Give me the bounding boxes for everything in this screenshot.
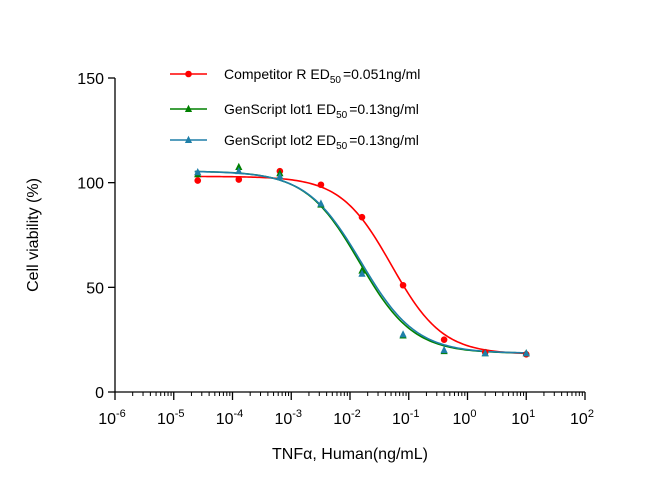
legend-series-name: GenScript lot1 [224,101,313,117]
legend-ed-subscript: 50 [336,141,348,152]
legend-label-series-3: GenScript lot2 ED50 =0.13ng/ml [224,132,419,152]
x-tick-base: 10 [453,411,471,428]
x-tick-base: 10 [157,411,175,428]
x-tick-label: 10-4 [216,408,244,428]
x-tick-label: 10-5 [157,408,185,428]
data-points [194,162,530,358]
data-point-series-3 [358,269,366,277]
legend-series-name: Competitor R [224,66,306,82]
data-point-series-1 [194,177,202,184]
x-tick-label: 100 [453,408,477,428]
x-tick-label: 10-3 [274,408,302,428]
x-tick-exponent: -4 [234,408,244,420]
legend-ed-value: =0.13ng/ml [349,132,419,148]
fit-curves [194,170,528,355]
y-tick-label: 50 [86,280,104,297]
legend-marker-series-2 [184,104,193,112]
legend-ed-subscript: 50 [330,75,342,86]
legend-ed-value: =0.051ng/ml [343,66,420,82]
legend-label-series-1: Competitor R ED50 =0.051ng/ml [224,66,420,86]
x-tick-exponent: -3 [292,408,302,420]
data-point-series-3 [235,166,243,175]
data-point-series-3 [440,345,448,354]
fit-curve-series-3 [194,170,528,354]
data-point-series-3 [317,199,325,207]
legend-series-name: GenScript lot2 [224,132,313,148]
x-axis-title: TNFα, Human(ng/mL) [272,446,428,463]
x-tick-exponent: -5 [175,408,185,420]
x-tick-label: 10-1 [392,408,420,428]
x-tick-label: 101 [511,408,535,428]
y-axis-title: Cell viability (%) [25,178,42,292]
data-point-series-1 [235,176,243,183]
data-point-series-1 [399,281,407,289]
x-tick-base: 10 [511,411,529,428]
x-tick-label: 10-2 [333,408,361,428]
x-tick-exponent: -6 [116,408,126,420]
x-tick-base: 10 [274,411,292,428]
x-tick-exponent: 2 [588,408,594,420]
x-tick-base: 10 [98,411,116,428]
data-point-series-3 [399,330,407,338]
x-tick-exponent: -1 [410,408,420,420]
x-tick-base: 10 [216,411,234,428]
legend-ed-label: ED [317,132,336,148]
data-point-series-2 [235,162,243,170]
legend-ed-label: ED [317,101,336,117]
x-tick-exponent: 0 [470,408,476,420]
legend-label-series-2: GenScript lot1 ED50 =0.13ng/ml [224,101,419,121]
x-tick-base: 10 [392,411,410,428]
x-tick-exponent: 1 [529,408,535,420]
data-point-series-3 [522,349,530,357]
data-point-series-3 [481,349,489,357]
data-point-series-1 [317,181,325,189]
data-point-series-3 [194,168,202,176]
x-tick-exponent: -2 [351,408,361,420]
y-tick-label: 150 [77,71,104,88]
x-tick-base: 10 [570,411,588,428]
x-tick-label: 102 [570,408,594,428]
x-tick-base: 10 [333,411,351,428]
y-tick-label: 100 [77,176,104,193]
data-point-series-3 [276,172,284,180]
x-tick-label: 10-6 [98,408,126,428]
y-tick-label: 0 [95,385,104,402]
legend-ed-value: =0.13ng/ml [349,101,419,117]
legend-marker-series-1 [185,70,192,78]
legend-ed-label: ED [310,66,329,82]
data-point-series-1 [440,336,448,343]
legend-ed-subscript: 50 [336,110,348,121]
data-point-series-1 [358,213,366,221]
legend-marker-series-3 [184,135,193,143]
